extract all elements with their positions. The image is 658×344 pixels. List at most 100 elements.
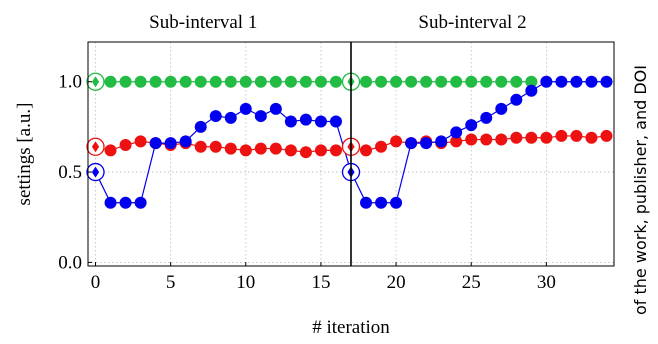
data-point [329,115,342,128]
series-layer [86,72,613,209]
x-tick-label: 10 [236,272,255,293]
data-point [269,142,282,155]
x-tick-label: 5 [166,272,176,293]
data-point [375,196,388,209]
data-point [299,146,312,159]
subinterval-1-label: Sub-interval 1 [149,12,257,33]
data-point [450,126,463,139]
data-point [390,75,403,88]
data-point [329,144,342,157]
y-tick-label: 0.5 [58,162,82,183]
data-point [149,137,162,150]
data-point [390,135,403,148]
highlight-diamond [91,141,100,153]
data-point [585,75,598,88]
data-point [555,75,568,88]
data-point [525,131,538,144]
data-point [194,75,207,88]
data-point [209,110,222,123]
data-point [375,75,388,88]
x-tick-label: 0 [91,272,101,293]
data-point [239,102,252,115]
data-point [375,140,388,153]
data-point [194,140,207,153]
data-point [134,75,147,88]
data-point [390,196,403,209]
y-axis-label: settings [a.u.] [14,103,35,206]
data-point [360,75,373,88]
data-point [435,135,448,148]
data-point [254,75,267,88]
data-point [284,115,297,128]
data-point [239,75,252,88]
highlight-diamond [91,166,100,178]
axis-ticks: 0 5 10 15 20 25 30 0.0 0.5 1.0 [58,72,556,293]
data-point [209,140,222,153]
data-point [164,75,177,88]
data-point [284,144,297,157]
x-tick-label: 20 [387,272,406,293]
data-point [540,75,553,88]
data-point [525,75,538,88]
data-point [570,129,583,142]
data-point [435,75,448,88]
data-point [164,137,177,150]
data-point [465,75,478,88]
data-point [119,138,132,151]
data-point [314,115,327,128]
y-tick-label: 1.0 [58,72,82,93]
data-point [224,142,237,155]
data-point [179,75,192,88]
data-point [269,102,282,115]
data-point [540,131,553,144]
data-point [570,75,583,88]
data-point [254,110,267,123]
data-point [480,133,493,146]
x-tick-label: 15 [311,272,330,293]
data-point [555,129,568,142]
data-point [134,135,147,148]
data-point [179,135,192,148]
data-point [269,75,282,88]
data-point [314,144,327,157]
data-point [239,144,252,157]
data-point [209,75,222,88]
data-point [510,93,523,106]
data-point [194,120,207,133]
data-point [104,75,117,88]
data-point [450,75,463,88]
data-point [525,84,538,97]
x-axis-label: # iteration [312,317,390,338]
subinterval-2-label: Sub-interval 2 [418,12,526,33]
y-tick-label: 0.0 [58,252,82,273]
data-point [299,75,312,88]
data-point [420,75,433,88]
data-point [224,111,237,124]
data-point [480,75,493,88]
data-point [465,133,478,146]
data-point [405,137,418,150]
data-point [495,75,508,88]
data-point [134,196,147,209]
highlight-diamond [91,76,100,88]
data-point [420,137,433,150]
data-point [119,75,132,88]
data-point [104,144,117,157]
data-point [119,196,132,209]
x-tick-label: 25 [462,272,481,293]
side-margin-text: of the work, publisher, and DOI [631,65,650,315]
data-point [480,111,493,124]
data-point [360,196,373,209]
series-0 [89,75,538,88]
series-2 [89,75,613,209]
data-point [224,75,237,88]
data-point [600,129,613,142]
data-point [104,196,117,209]
data-point [600,75,613,88]
data-point [495,133,508,146]
data-point [299,113,312,126]
data-point [510,131,523,144]
x-tick-label: 30 [537,272,556,293]
data-point [465,119,478,132]
